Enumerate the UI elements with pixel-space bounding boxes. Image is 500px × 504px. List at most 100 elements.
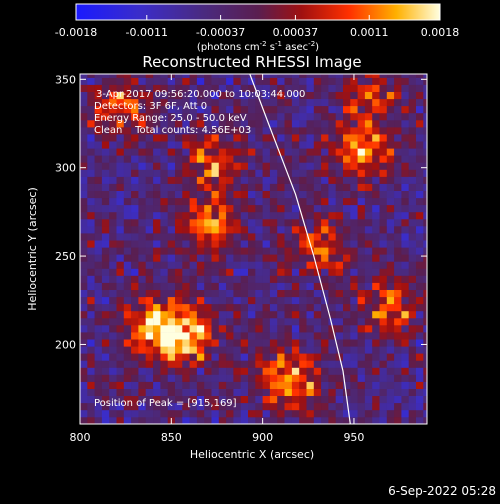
heatmap-cell (175, 204, 183, 213)
heatmap-cell (269, 218, 278, 227)
heatmap-cell (131, 240, 139, 248)
heatmap-cell (101, 388, 110, 396)
heatmap-cell (343, 367, 351, 375)
heatmap-cell (343, 105, 351, 114)
heatmap-cell (101, 134, 110, 142)
heatmap-cell (386, 169, 395, 177)
heatmap-cell (357, 346, 366, 354)
heatmap-cell (153, 289, 161, 298)
heatmap-cell (226, 91, 234, 100)
heatmap-cell (123, 176, 132, 184)
heatmap-cell (218, 211, 227, 220)
heatmap-cell (167, 261, 176, 269)
heatmap-cell (167, 346, 176, 354)
heatmap-cell (248, 77, 256, 85)
heatmap-cell (328, 233, 336, 241)
heatmap-cell (335, 268, 344, 276)
heatmap-cell (123, 268, 132, 276)
heatmap-cell (423, 388, 427, 396)
heatmap-cell (364, 141, 373, 149)
heatmap-cell (248, 155, 256, 163)
heatmap-cell (416, 204, 424, 213)
heatmap-cell (364, 268, 373, 276)
heatmap-cell (255, 77, 263, 85)
heatmap-cell (350, 155, 358, 163)
heatmap-cell (240, 226, 249, 234)
heatmap-cell (87, 218, 95, 227)
heatmap-cell (262, 402, 271, 411)
heatmap-cell (226, 268, 234, 276)
heatmap-cell (416, 120, 424, 128)
heatmap-cell (321, 218, 329, 227)
heatmap-cell (153, 325, 161, 333)
heatmap-cell (291, 155, 300, 163)
heatmap-cell (277, 169, 285, 177)
heatmap-cell (123, 282, 132, 290)
heatmap-cell (372, 218, 380, 227)
heatmap-cell (80, 282, 88, 290)
heatmap-cell (138, 254, 146, 262)
heatmap-cell (160, 197, 168, 206)
heatmap-cell (394, 416, 402, 424)
heatmap-cell (269, 360, 278, 368)
heatmap-cell (306, 120, 315, 128)
heatmap-cell (131, 303, 139, 312)
heatmap-cell (284, 346, 293, 354)
heatmap-cell (291, 127, 300, 135)
heatmap-cell (386, 402, 395, 411)
heatmap-cell (350, 261, 358, 269)
heatmap-cell (255, 275, 263, 283)
heatmap-cell (343, 218, 351, 227)
heatmap-cell (211, 395, 220, 404)
heatmap-cell (401, 367, 409, 375)
heatmap-cell (255, 339, 263, 347)
heatmap-cell (182, 282, 190, 290)
heatmap-cell (291, 409, 300, 418)
heatmap-cell (394, 84, 402, 92)
heatmap-cell (211, 127, 220, 135)
heatmap-cell (335, 310, 344, 319)
heatmap-cell (350, 402, 358, 411)
heatmap-cell (386, 183, 395, 191)
heatmap-cell (306, 134, 315, 142)
heatmap-cell (94, 261, 103, 269)
heatmap-cell (343, 282, 351, 290)
heatmap-cell (116, 374, 125, 382)
heatmap-cell (277, 268, 285, 276)
heatmap-cell (401, 211, 409, 220)
heatmap-cell (204, 176, 212, 184)
heatmap-cell (160, 282, 168, 290)
heatmap-cell (218, 388, 227, 396)
heatmap-cell (299, 148, 307, 156)
heatmap-cell (233, 353, 241, 361)
y-tick-label: 250 (55, 250, 76, 263)
heatmap-cell (204, 317, 212, 326)
heatmap-cell (255, 190, 263, 199)
heatmap-cell (138, 77, 146, 85)
heatmap-cell (145, 105, 154, 114)
heatmap-cell (189, 134, 198, 142)
heatmap-cell (80, 353, 88, 361)
heatmap-cell (211, 296, 220, 305)
heatmap-cell (94, 395, 103, 404)
heatmap-cell (116, 367, 125, 375)
heatmap-cell (357, 332, 366, 340)
heatmap-cell (357, 77, 366, 85)
heatmap-cell (182, 409, 190, 418)
heatmap-cell (416, 190, 424, 199)
heatmap-cell (335, 296, 344, 305)
heatmap-cell (357, 381, 366, 389)
heatmap-cell (204, 240, 212, 248)
heatmap-cell (248, 74, 256, 78)
heatmap-cell (255, 155, 263, 163)
heatmap-cell (167, 91, 176, 100)
heatmap-cell (328, 275, 336, 283)
heatmap-cell (218, 134, 227, 142)
heatmap-cell (218, 254, 227, 262)
heatmap-cell (416, 197, 424, 206)
heatmap-cell (306, 155, 315, 163)
heatmap-cell (233, 268, 241, 276)
heatmap-cell (248, 226, 256, 234)
heatmap-cell (306, 303, 315, 312)
heatmap-cell (87, 289, 95, 298)
